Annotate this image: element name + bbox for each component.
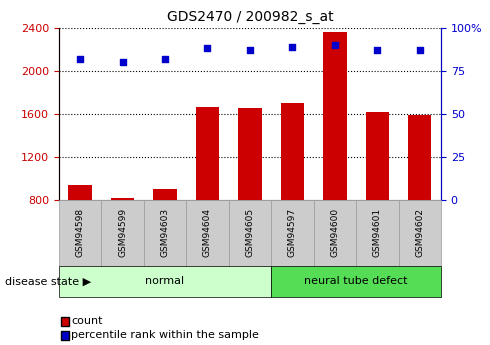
Bar (366, 112, 389, 200)
Bar (323, 32, 346, 200)
Text: GSM94598: GSM94598 (75, 208, 85, 257)
Point (119, 59, 126, 65)
Point (161, 56, 169, 61)
Text: percentile rank within the sample: percentile rank within the sample (71, 330, 259, 339)
Text: GSM94605: GSM94605 (245, 208, 254, 257)
Bar (153, 189, 177, 200)
Text: normal: normal (146, 276, 185, 286)
Point (246, 47, 254, 53)
Text: GSM94601: GSM94601 (373, 208, 382, 257)
Bar (196, 107, 219, 200)
Point (76, 56, 84, 61)
Text: GSM94604: GSM94604 (203, 208, 212, 257)
Text: GSM94599: GSM94599 (118, 208, 127, 257)
Text: GSM94597: GSM94597 (288, 208, 297, 257)
Point (373, 47, 381, 53)
Text: neural tube defect: neural tube defect (304, 276, 408, 286)
Text: GSM94600: GSM94600 (330, 208, 340, 257)
Bar (111, 198, 134, 200)
Text: count: count (71, 316, 102, 326)
Text: disease state ▶: disease state ▶ (5, 276, 91, 286)
Bar (408, 115, 431, 200)
Bar (281, 103, 304, 200)
Bar (238, 108, 262, 200)
Point (289, 44, 296, 49)
Point (203, 46, 211, 51)
Title: GDS2470 / 200982_s_at: GDS2470 / 200982_s_at (167, 10, 333, 24)
Point (416, 47, 424, 53)
Point (331, 42, 339, 48)
Bar (68, 185, 92, 200)
Text: GSM94602: GSM94602 (415, 208, 424, 257)
Text: GSM94603: GSM94603 (160, 208, 170, 257)
